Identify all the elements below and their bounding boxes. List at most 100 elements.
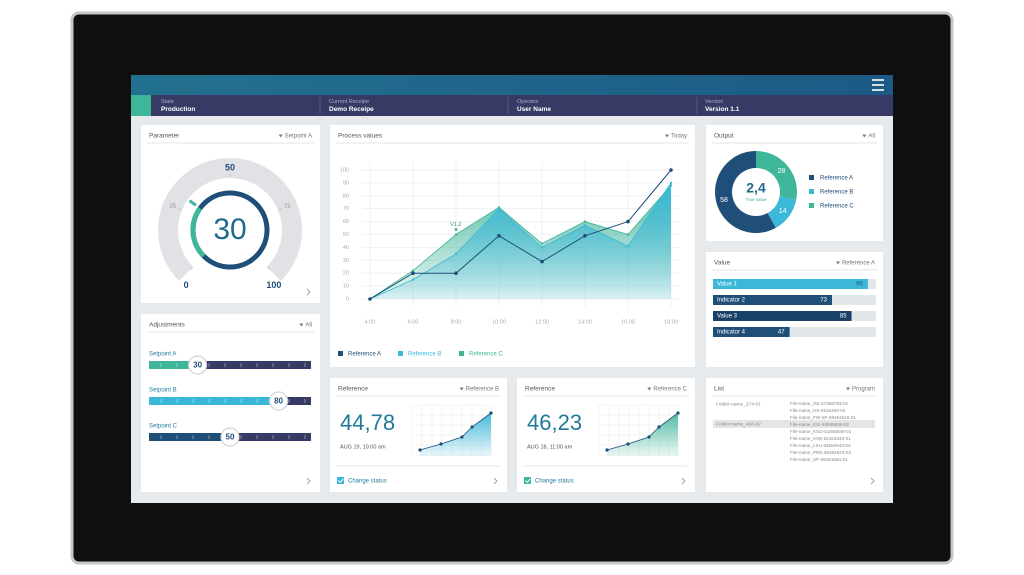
bar-track [713, 327, 876, 337]
x-tick-label: 16:00 [621, 319, 635, 325]
legend-swatch [338, 351, 343, 356]
reference-value: 44,78 [340, 410, 395, 435]
sparkline-point [418, 448, 422, 452]
legend-swatch [809, 175, 814, 180]
dropdown-arrow[interactable] [459, 387, 464, 391]
card-filter: All [868, 134, 875, 140]
file-name: File-name_HS-5618468-04 [790, 408, 846, 413]
status-label: State [161, 99, 174, 105]
status-indicator [131, 95, 151, 116]
bar-label: Indicator 2 [717, 298, 746, 304]
donut-center-label: True value [745, 197, 767, 202]
next-chevron[interactable] [306, 288, 311, 296]
sparkline-point [439, 442, 443, 446]
sparkline-point [657, 425, 661, 429]
gauge-tick [278, 208, 282, 211]
dropdown-arrow[interactable] [278, 134, 283, 138]
status-label: Current Receipe [329, 99, 369, 105]
gauge-value-arc [190, 206, 206, 258]
data-point [497, 233, 501, 238]
card-title: Output [714, 133, 734, 140]
series-line [369, 185, 672, 300]
status-value: Demo Receipe [329, 106, 374, 113]
dropdown-arrow[interactable] [835, 261, 840, 265]
checkbox[interactable] [337, 477, 344, 484]
x-tick-label: 18:00 [664, 319, 678, 325]
folder-name: Folder-name_468-02 [716, 421, 761, 427]
next-chevron[interactable] [493, 477, 498, 485]
reference-date: AUG 19, 10:00 am [340, 444, 386, 450]
donut-label: 14 [779, 208, 787, 215]
reference-date: AUG 18, 11:00 am [527, 444, 573, 450]
data-point [626, 233, 630, 236]
file-name: File-name_KSO-51846846-01 [790, 429, 852, 434]
card-filter: Reference C [653, 387, 687, 393]
legend-label: Reference A [820, 176, 853, 182]
legend-swatch [459, 351, 464, 356]
dropdown-arrow[interactable] [845, 387, 850, 391]
card-title: Process values [338, 133, 383, 140]
sparkline-point [605, 448, 609, 452]
x-tick-label: 6:00 [408, 319, 419, 325]
data-point [411, 278, 415, 281]
dropdown-arrow[interactable] [647, 387, 652, 391]
data-point [540, 242, 544, 245]
next-chevron[interactable] [306, 477, 311, 485]
status-label: Operator [517, 99, 539, 105]
next-chevron[interactable] [681, 477, 686, 485]
legend-label: Reference B [408, 352, 441, 358]
y-tick-label: 70 [343, 206, 349, 212]
y-tick-label: 30 [343, 258, 349, 264]
y-tick-label: 0 [346, 296, 349, 302]
card-filter: Program [852, 387, 875, 393]
gauge-value: 30 [213, 213, 246, 246]
card [706, 378, 883, 492]
card-filter: Today [671, 134, 687, 140]
status-bar [131, 95, 893, 116]
checkbox-label: Change status [348, 479, 387, 485]
series-line [369, 182, 672, 300]
annotation: V1.2 [450, 222, 461, 228]
dropdown-arrow[interactable] [299, 323, 304, 327]
donut-segment [767, 196, 797, 228]
file-name: File-name_FW-SF-69454618-01 [790, 415, 856, 420]
slider-knob[interactable] [269, 391, 289, 411]
card-filter: Reference B [466, 387, 499, 393]
slider-value: 80 [274, 397, 283, 406]
dropdown-arrow[interactable] [862, 134, 867, 138]
checkmark [338, 478, 344, 483]
file-name: File-name_KSI-46846836-02 [790, 422, 849, 427]
data-point [454, 271, 458, 276]
card-title: Reference [525, 386, 555, 393]
legend-swatch [809, 203, 814, 208]
annotation-marker [454, 227, 458, 231]
x-tick-label: 4:00 [365, 319, 376, 325]
donut-segment [756, 151, 798, 200]
slider-knob[interactable] [220, 427, 240, 447]
legend-label: Reference B [820, 190, 853, 196]
sparkline-point [626, 442, 630, 446]
data-point [497, 207, 501, 210]
reference-value: 46,23 [527, 410, 582, 435]
menu-icon[interactable] [872, 79, 884, 91]
legend-swatch [809, 189, 814, 194]
data-point [454, 252, 458, 256]
y-tick-label: 60 [343, 219, 349, 225]
slider-knob[interactable] [188, 355, 208, 375]
sparkline-point [470, 425, 474, 429]
data-point [411, 271, 415, 276]
gauge-tick [267, 267, 270, 270]
checkbox[interactable] [524, 477, 531, 484]
gauge-tick [178, 208, 182, 211]
bar-value: 95 [856, 282, 863, 288]
legend-label: Reference C [469, 352, 503, 358]
card-title: Reference [338, 386, 368, 393]
dropdown-arrow[interactable] [664, 134, 669, 138]
file-name: File-name_PRE-65484643-02 [790, 450, 851, 455]
file-name: File-name_LSU-64684543-03 [790, 443, 851, 448]
x-tick-label: 8:00 [451, 319, 462, 325]
next-chevron[interactable] [870, 477, 875, 485]
data-point [454, 233, 458, 236]
top-bar [131, 75, 893, 95]
